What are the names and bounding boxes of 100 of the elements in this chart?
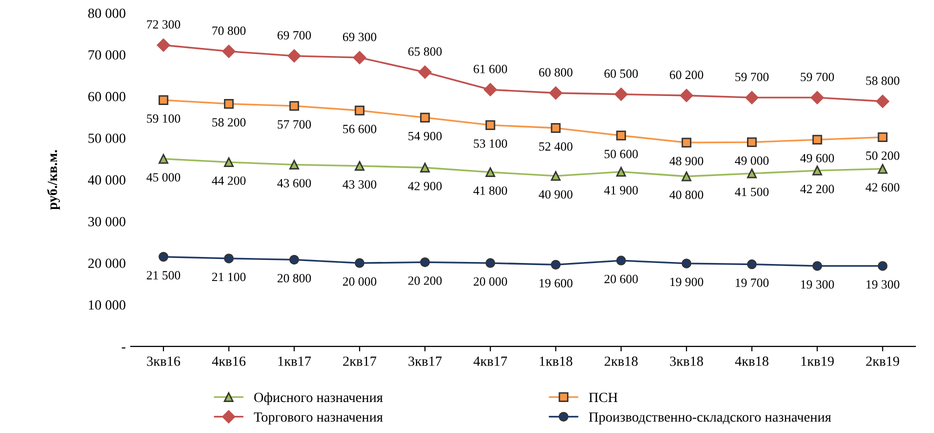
data-label: 59 100 — [146, 114, 180, 123]
data-label: 58 800 — [866, 76, 900, 85]
x-tick-label: 4кв17 — [474, 356, 508, 366]
data-label: 20 200 — [408, 276, 442, 285]
point — [354, 258, 364, 268]
point — [485, 258, 496, 268]
data-label: 59 700 — [800, 72, 834, 82]
x-tick-label: 3кв18 — [670, 356, 704, 366]
data-label: 42 900 — [408, 182, 442, 190]
point — [354, 161, 364, 171]
data-label: 43 300 — [342, 180, 376, 189]
point — [616, 166, 626, 177]
point — [878, 164, 888, 174]
x-tick-label: 3кв16 — [147, 356, 180, 366]
point — [682, 258, 692, 268]
data-label: 20 800 — [278, 274, 311, 282]
data-label: 21 100 — [212, 272, 246, 282]
y-tick-label: 60 000 — [88, 92, 126, 102]
point — [289, 101, 300, 111]
legend-label: Торгового назначения — [254, 412, 383, 425]
point — [420, 257, 430, 268]
point — [747, 259, 757, 270]
data-label: 61 600 — [474, 64, 508, 74]
x-tick-label: 2кв19 — [866, 356, 900, 366]
data-label: 19 300 — [801, 280, 834, 289]
y-tick-label: 40 000 — [88, 175, 126, 185]
data-label: 59 700 — [735, 72, 769, 82]
point — [224, 254, 234, 264]
point — [810, 91, 824, 104]
point — [485, 120, 496, 130]
point — [876, 94, 890, 108]
legend-label: Офисного назначения — [254, 392, 383, 405]
y-tick-label: - — [122, 347, 126, 348]
data-label: 45 000 — [146, 173, 180, 182]
point — [747, 168, 757, 178]
data-label: 42 600 — [866, 183, 900, 192]
data-label: 56 600 — [343, 124, 376, 134]
data-label: 69 300 — [342, 32, 376, 42]
data-label: 43 600 — [277, 178, 311, 188]
y-tick-label: 10 000 — [88, 300, 126, 310]
point — [158, 154, 168, 164]
x-tick-label: 2кв18 — [604, 356, 638, 366]
data-label: 19 700 — [736, 278, 769, 287]
point — [614, 88, 628, 101]
point — [747, 137, 757, 148]
data-label: 60 200 — [670, 70, 704, 80]
x-tick-label: 3кв17 — [408, 356, 442, 366]
point — [418, 66, 432, 79]
data-label: 69 700 — [278, 31, 311, 40]
data-label: 54 900 — [408, 132, 442, 140]
x-tick-label: 1кв19 — [801, 356, 834, 366]
data-label: 60 800 — [539, 68, 572, 77]
data-label: 49 600 — [800, 154, 834, 162]
x-tick-label: 2кв17 — [343, 356, 376, 366]
data-label: 21 500 — [146, 271, 180, 280]
data-label: 72 300 — [147, 20, 180, 29]
y-tick-label: 20 000 — [88, 258, 126, 268]
data-label: 19 600 — [540, 278, 572, 288]
y-tick-label: 70 000 — [88, 50, 126, 60]
data-label: 49 000 — [734, 156, 769, 165]
data-label: 41 900 — [604, 186, 638, 194]
point — [550, 260, 561, 270]
data-label: 40 900 — [538, 190, 572, 199]
data-label: 65 800 — [408, 47, 442, 56]
x-tick-label: 1кв18 — [540, 356, 572, 366]
x-tick-label: 4кв16 — [212, 356, 246, 366]
point — [222, 44, 236, 58]
x-tick-label: 1кв17 — [278, 356, 311, 366]
data-label: 42 200 — [800, 184, 834, 194]
data-label: 19 300 — [866, 280, 900, 289]
data-label: 52 400 — [539, 142, 572, 151]
legend-label: ПСН — [588, 392, 618, 402]
data-label: 48 900 — [670, 156, 704, 166]
data-label: 57 700 — [278, 120, 311, 129]
point — [682, 172, 692, 182]
point — [550, 171, 561, 181]
y-tick-label: 80 000 — [88, 8, 126, 18]
data-label: 20 000 — [342, 277, 376, 286]
data-label: 50 600 — [604, 150, 638, 158]
point — [484, 83, 497, 96]
data-label: 41 500 — [734, 188, 769, 196]
y-tick-label: 30 000 — [88, 216, 126, 226]
data-label: 50 200 — [866, 151, 900, 160]
point — [878, 261, 888, 271]
point — [288, 49, 301, 63]
data-label: 44 200 — [212, 176, 246, 185]
point — [158, 95, 168, 105]
y-tick-label: 50 000 — [88, 134, 126, 143]
legend-label: Производственно-складского назначения — [588, 412, 832, 425]
data-label: 53 100 — [474, 139, 508, 148]
point — [878, 132, 888, 142]
point — [158, 252, 168, 262]
point — [354, 106, 364, 116]
point — [812, 261, 822, 271]
data-label: 58 200 — [212, 118, 246, 127]
point — [224, 98, 234, 109]
y-axis-title: руб./кв.м. — [46, 150, 60, 210]
point — [812, 166, 822, 176]
point — [680, 88, 694, 102]
point — [616, 130, 626, 140]
